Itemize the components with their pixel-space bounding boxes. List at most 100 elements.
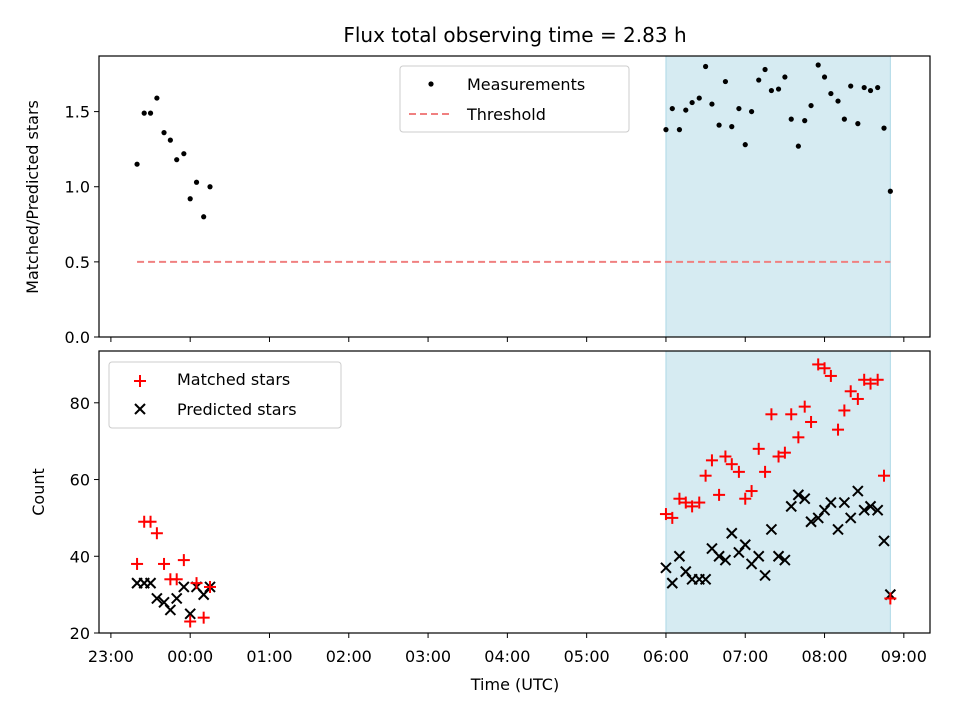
measurement-point xyxy=(762,66,768,73)
measurement-point xyxy=(722,78,729,85)
measurement-point xyxy=(154,95,160,101)
matched-star-point xyxy=(752,442,765,455)
predicted-star-point xyxy=(878,535,890,547)
measurement-point xyxy=(815,62,821,68)
matched-star-point xyxy=(679,496,692,509)
measurement-point xyxy=(689,99,695,106)
chart-title: Flux total observing time = 2.83 h xyxy=(343,23,686,47)
bottom-observing-window-shade xyxy=(665,350,891,634)
x-axis-label: Time (UTC) xyxy=(470,675,559,694)
predicted-star-point xyxy=(164,604,177,616)
measurement-point xyxy=(881,125,887,131)
predicted-star-point xyxy=(799,493,811,505)
measurement-point xyxy=(702,63,709,70)
matched-star-point xyxy=(805,415,818,428)
measurement-point xyxy=(716,122,722,128)
measurement-point xyxy=(782,74,788,80)
svg-text:1.0: 1.0 xyxy=(65,178,90,197)
measurement-point xyxy=(663,127,669,133)
measurement-point xyxy=(161,130,167,136)
measurement-point xyxy=(875,84,881,91)
predicted-star-point xyxy=(739,539,751,551)
top-x-ticks xyxy=(110,337,905,342)
measurement-point xyxy=(768,87,775,94)
top-y-ticks: 0.0 0.5 1.0 1.5 xyxy=(65,103,99,347)
matched-star-point xyxy=(745,485,758,498)
measurement-point xyxy=(167,137,173,143)
predicted-star-point xyxy=(779,554,791,566)
bottom-legend: Matched stars Predicted stars xyxy=(108,361,342,429)
measurement-point xyxy=(848,83,854,89)
legend-matched-marker xyxy=(134,375,146,387)
matched-star-point xyxy=(785,408,798,421)
predicted-star-point xyxy=(673,550,686,562)
matched-star-point xyxy=(818,362,831,375)
top-y-tick-2: 1.0 xyxy=(65,178,99,197)
matched-star-point xyxy=(144,515,157,528)
measurement-point xyxy=(193,179,200,185)
matched-star-point xyxy=(838,404,851,417)
svg-text:40: 40 xyxy=(70,547,90,566)
matched-star-point xyxy=(832,423,845,436)
matched-star-point xyxy=(190,577,203,590)
predicted-star-point xyxy=(184,608,196,620)
svg-text:0.0: 0.0 xyxy=(65,328,90,347)
predicted-star-point xyxy=(666,577,679,589)
top-observing-window-shade xyxy=(665,55,891,338)
bottom-panel: 23:00 00:00 01:00 02:00 03:00 04:00 05:00 06:00… xyxy=(29,350,931,694)
svg-text:60: 60 xyxy=(70,471,90,490)
measurement-point xyxy=(802,118,808,124)
matched-star-point xyxy=(798,400,811,413)
measurement-point xyxy=(201,214,207,220)
legend-matched-label: Matched stars xyxy=(177,370,290,389)
measurement-points xyxy=(134,62,893,220)
legend-measurements-label: Measurements xyxy=(467,75,585,94)
top-panel: 0.0 0.5 1.0 1.5 Matched/Predicted stars … xyxy=(23,55,931,347)
predicted-star-point xyxy=(144,577,157,589)
measurement-point xyxy=(147,110,154,116)
measurement-point xyxy=(748,108,755,115)
predicted-star-point xyxy=(825,496,837,509)
measurement-point xyxy=(835,98,841,104)
predicted-star-point xyxy=(792,489,805,501)
measurement-point xyxy=(795,143,801,149)
measurement-point xyxy=(134,161,140,167)
matched-star-point xyxy=(864,377,877,390)
bottom-y-tick-80: 80 xyxy=(70,394,99,413)
x-tick-label: 03:00 xyxy=(405,647,451,666)
measurement-point xyxy=(709,101,715,107)
measurement-point xyxy=(729,124,735,130)
matched-star-point xyxy=(719,450,732,463)
x-tick-label: 08:00 xyxy=(801,647,847,666)
measurement-point xyxy=(788,116,794,122)
predicted-star-point xyxy=(864,500,877,513)
legend-threshold-label: Threshold xyxy=(466,105,546,124)
count-points xyxy=(131,358,897,628)
x-tick-label: 04:00 xyxy=(484,647,530,666)
bottom-x-ticks: 23:00 00:00 01:00 02:00 03:00 04:00 05:00 06:00… xyxy=(88,633,927,666)
top-y-axis-label: Matched/Predicted stars xyxy=(23,100,42,294)
predicted-star-point xyxy=(772,550,785,562)
matched-star-point xyxy=(204,580,217,593)
matched-star-point xyxy=(197,611,210,624)
measurement-point xyxy=(676,127,683,133)
measurement-point xyxy=(828,90,834,97)
bottom-y-axis-label: Count xyxy=(29,468,48,516)
matched-star-point xyxy=(884,592,897,605)
legend-measurements-marker xyxy=(428,81,434,87)
measurement-point xyxy=(861,84,867,91)
bottom-y-ticks: 20 40 60 80 xyxy=(70,394,99,643)
matched-star-point xyxy=(705,454,718,467)
matched-star-point xyxy=(713,488,726,501)
predicted-star-point xyxy=(699,573,712,585)
legend-predicted-marker xyxy=(134,403,146,415)
predicted-star-point xyxy=(805,516,817,528)
measurement-point xyxy=(174,157,180,163)
matched-star-point xyxy=(131,557,144,570)
measurement-point xyxy=(841,116,847,122)
matched-star-point xyxy=(170,573,183,586)
bottom-y-tick-20: 20 xyxy=(70,624,99,643)
measurement-point xyxy=(683,107,689,113)
measurement-point xyxy=(696,95,702,101)
